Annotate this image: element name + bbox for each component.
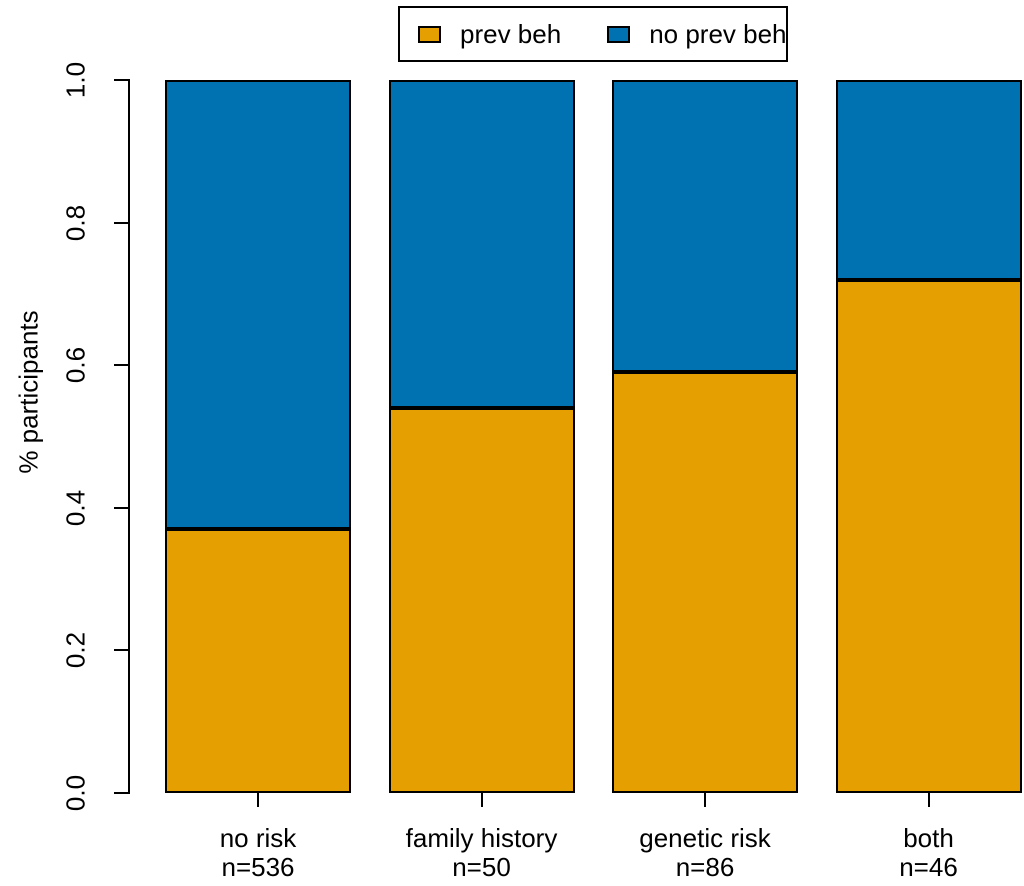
y-axis-title: % participants	[13, 310, 44, 474]
legend-label-prev-beh: prev beh	[460, 18, 562, 49]
y-axis-tick	[114, 506, 128, 509]
legend: prev beh no prev beh	[398, 6, 788, 62]
x-axis-label-n: n=536	[221, 852, 295, 882]
y-axis-tick	[114, 79, 128, 81]
y-axis-line	[128, 79, 130, 794]
y-axis-tick-label: 0.2	[60, 632, 91, 669]
legend-swatch-prev-beh	[418, 25, 441, 43]
x-axis-label: family history	[405, 823, 558, 853]
y-axis-tick-label: 1.0	[60, 61, 91, 99]
y-axis-tick-label: 0.4	[60, 489, 91, 526]
y-axis-tick	[114, 649, 128, 652]
x-axis-label-n: n=46	[899, 852, 958, 882]
y-axis-tick-label: 0.0	[60, 774, 91, 812]
x-axis-tick	[704, 793, 706, 807]
x-axis-tick	[480, 793, 483, 807]
bar-segment-prev-beh	[165, 529, 351, 793]
bar-segment-prev-beh	[388, 408, 575, 793]
bar-segment-no-prev-beh	[388, 80, 575, 408]
y-axis-tick	[114, 221, 128, 224]
x-axis-label: no risk	[219, 823, 297, 853]
y-axis-tick	[114, 792, 128, 794]
bar-segment-prev-beh	[835, 280, 1022, 793]
bar-segment-prev-beh	[612, 372, 798, 793]
legend-swatch-no-prev-beh	[607, 25, 631, 43]
legend-label-no-prev-beh: no prev beh	[649, 18, 787, 49]
y-axis-tick-label: 0.8	[60, 204, 91, 241]
x-axis-label-n: n=86	[675, 852, 735, 882]
bar-segment-no-prev-beh	[835, 80, 1022, 280]
x-axis-label: both	[903, 823, 954, 853]
y-axis-tick-label: 0.6	[60, 347, 91, 384]
bar-segment-no-prev-beh	[165, 80, 351, 529]
bar-segment-no-prev-beh	[612, 80, 798, 372]
x-axis-tick	[927, 793, 930, 807]
y-axis-tick	[114, 364, 128, 367]
x-axis-tick	[257, 793, 259, 807]
x-axis-label: genetic risk	[639, 823, 771, 853]
x-axis-label-n: n=50	[452, 852, 511, 882]
